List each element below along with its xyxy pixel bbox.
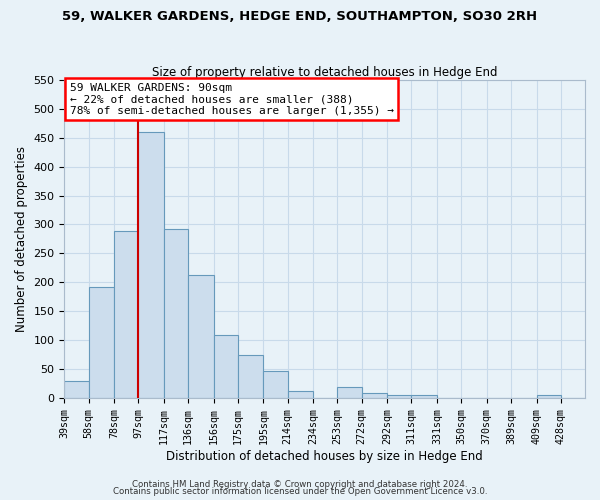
Bar bbox=[263, 371, 287, 398]
Bar bbox=[362, 393, 387, 398]
Bar bbox=[114, 232, 139, 398]
Bar bbox=[387, 396, 412, 398]
Bar bbox=[139, 132, 164, 398]
Bar bbox=[238, 356, 263, 398]
Text: Contains HM Land Registry data © Crown copyright and database right 2024.: Contains HM Land Registry data © Crown c… bbox=[132, 480, 468, 489]
X-axis label: Distribution of detached houses by size in Hedge End: Distribution of detached houses by size … bbox=[166, 450, 483, 462]
Bar bbox=[214, 334, 238, 398]
Bar bbox=[412, 396, 437, 398]
Bar bbox=[337, 386, 362, 398]
Bar bbox=[188, 276, 214, 398]
Title: Size of property relative to detached houses in Hedge End: Size of property relative to detached ho… bbox=[152, 66, 497, 78]
Y-axis label: Number of detached properties: Number of detached properties bbox=[15, 146, 28, 332]
Bar bbox=[89, 287, 114, 398]
Bar bbox=[287, 390, 313, 398]
Text: 59 WALKER GARDENS: 90sqm
← 22% of detached houses are smaller (388)
78% of semi-: 59 WALKER GARDENS: 90sqm ← 22% of detach… bbox=[70, 83, 394, 116]
Bar bbox=[536, 396, 561, 398]
Bar bbox=[164, 229, 188, 398]
Text: 59, WALKER GARDENS, HEDGE END, SOUTHAMPTON, SO30 2RH: 59, WALKER GARDENS, HEDGE END, SOUTHAMPT… bbox=[62, 10, 538, 23]
Text: Contains public sector information licensed under the Open Government Licence v3: Contains public sector information licen… bbox=[113, 487, 487, 496]
Bar bbox=[64, 381, 89, 398]
